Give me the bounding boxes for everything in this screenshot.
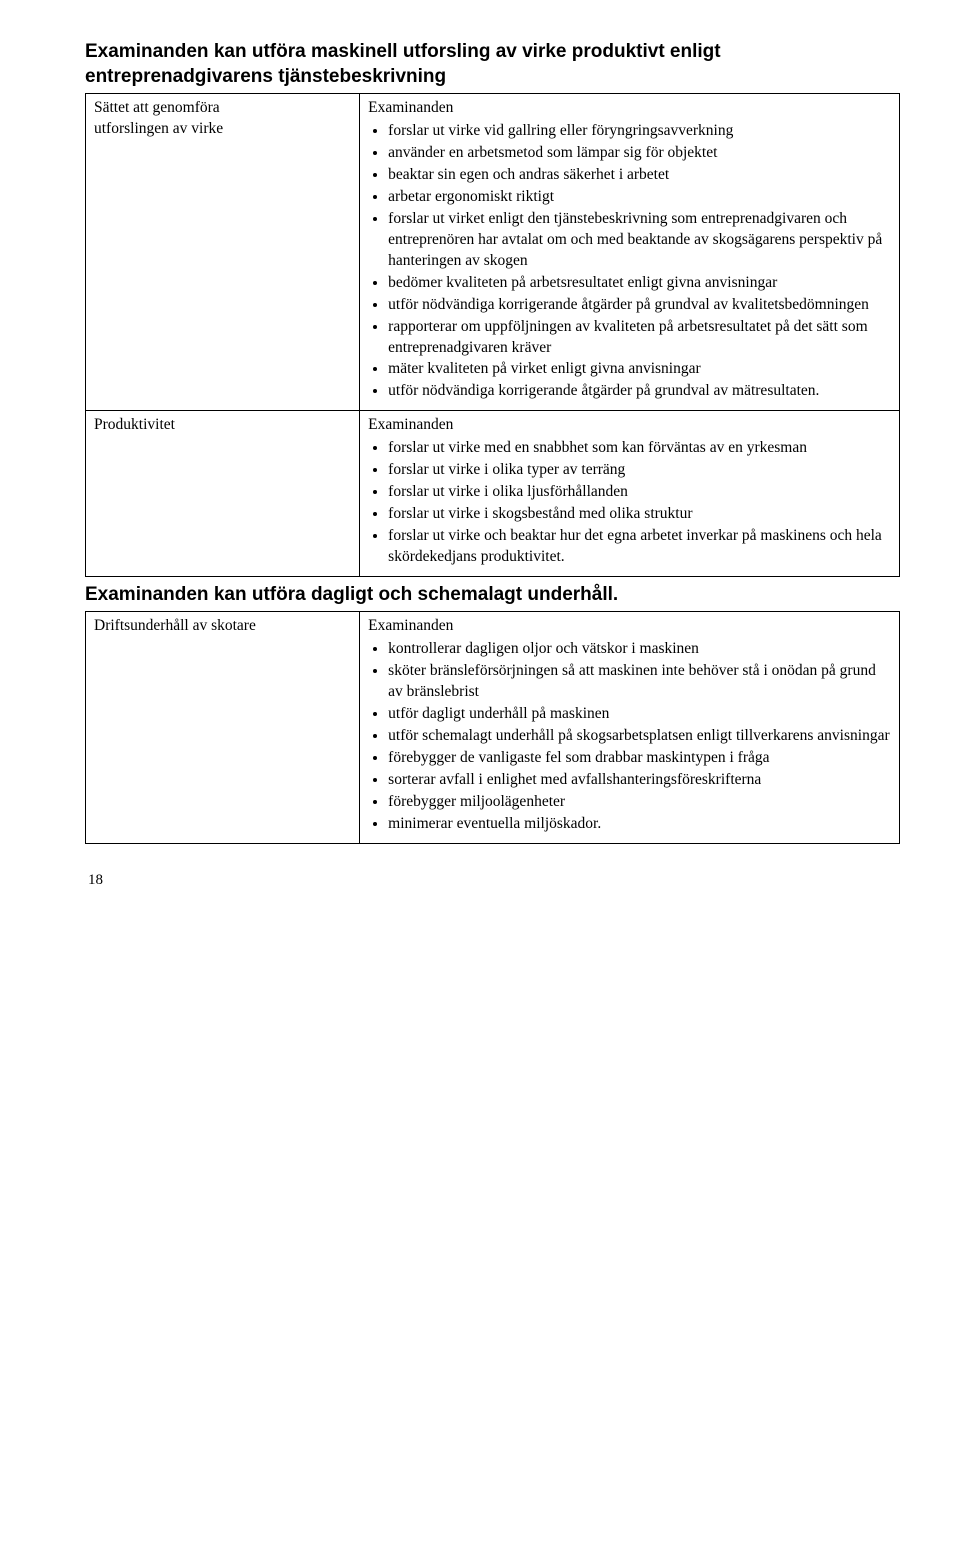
list-item: utför dagligt underhåll på maskinen: [388, 704, 891, 725]
list-item: forslar ut virke i olika ljusförhållande…: [388, 482, 891, 503]
section-heading-1: Examinanden kan utföra maskinell utforsl…: [85, 40, 900, 89]
page-number: 18: [88, 872, 900, 889]
list-item: sköter bränsleförsörjningen så att maski…: [388, 661, 891, 703]
label-line: Produktivitet: [94, 416, 175, 433]
heading-line-2: entreprenadgivarens tjänstebeskrivning: [85, 66, 446, 87]
list-item: utför schemalagt underhåll på skogsarbet…: [388, 726, 891, 747]
list-item: utför nödvändiga korrigerande åtgärder p…: [388, 295, 891, 316]
list-item: minimerar eventuella miljöskador.: [388, 814, 891, 835]
label-line: Driftsunderhåll av skotare: [94, 617, 256, 634]
list-item: förebygger miljoolägenheter: [388, 792, 891, 813]
bullet-list: forslar ut virke med en snabbhet som kan…: [368, 438, 891, 568]
label-line: Sättet att genomföra: [94, 99, 220, 116]
bullet-list: forslar ut virke vid gallring eller föry…: [368, 121, 891, 402]
criteria-content-cell: Examinanden kontrollerar dagligen oljor …: [360, 612, 900, 843]
label-line: utforslingen av virke: [94, 120, 223, 137]
list-item: forslar ut virke och beaktar hur det egn…: [388, 526, 891, 568]
list-item: forslar ut virke vid gallring eller föry…: [388, 121, 891, 142]
list-item: använder en arbetsmetod som lämpar sig f…: [388, 143, 891, 164]
criteria-content-cell: Examinanden forslar ut virke med en snab…: [360, 411, 900, 576]
list-item: förebygger de vanligaste fel som drabbar…: [388, 748, 891, 769]
list-item: bedömer kvaliteten på arbetsresultatet e…: [388, 273, 891, 294]
list-item: utför nödvändiga korrigerande åtgärder p…: [388, 381, 891, 402]
criteria-table-2: Driftsunderhåll av skotare Examinanden k…: [85, 611, 900, 843]
bullet-list: kontrollerar dagligen oljor och vätskor …: [368, 639, 891, 834]
list-item: arbetar ergonomiskt riktigt: [388, 187, 891, 208]
table-row: Driftsunderhåll av skotare Examinanden k…: [86, 612, 900, 843]
intro-text: Examinanden: [368, 415, 891, 436]
table-row: Sättet att genomföra utforslingen av vir…: [86, 94, 900, 411]
criteria-table-1: Sättet att genomföra utforslingen av vir…: [85, 93, 900, 576]
table-row: Produktivitet Examinanden forslar ut vir…: [86, 411, 900, 576]
section-heading-2: Examinanden kan utföra dagligt och schem…: [85, 583, 900, 608]
heading-line-1: Examinanden kan utföra maskinell utforsl…: [85, 41, 721, 62]
list-item: beaktar sin egen och andras säkerhet i a…: [388, 165, 891, 186]
list-item: kontrollerar dagligen oljor och vätskor …: [388, 639, 891, 660]
document-page: Examinanden kan utföra maskinell utforsl…: [0, 0, 960, 919]
list-item: mäter kvaliteten på virket enligt givna …: [388, 359, 891, 380]
list-item: sorterar avfall i enlighet med avfallsha…: [388, 770, 891, 791]
list-item: rapporterar om uppföljningen av kvalitet…: [388, 317, 891, 359]
criteria-content-cell: Examinanden forslar ut virke vid gallrin…: [360, 94, 900, 411]
criteria-label-cell: Produktivitet: [86, 411, 360, 576]
intro-text: Examinanden: [368, 616, 891, 637]
list-item: forslar ut virke i olika typer av terrän…: [388, 460, 891, 481]
criteria-label-cell: Sättet att genomföra utforslingen av vir…: [86, 94, 360, 411]
intro-text: Examinanden: [368, 98, 891, 119]
list-item: forslar ut virket enligt den tjänstebesk…: [388, 209, 891, 272]
list-item: forslar ut virke i skogsbestånd med olik…: [388, 504, 891, 525]
criteria-label-cell: Driftsunderhåll av skotare: [86, 612, 360, 843]
list-item: forslar ut virke med en snabbhet som kan…: [388, 438, 891, 459]
